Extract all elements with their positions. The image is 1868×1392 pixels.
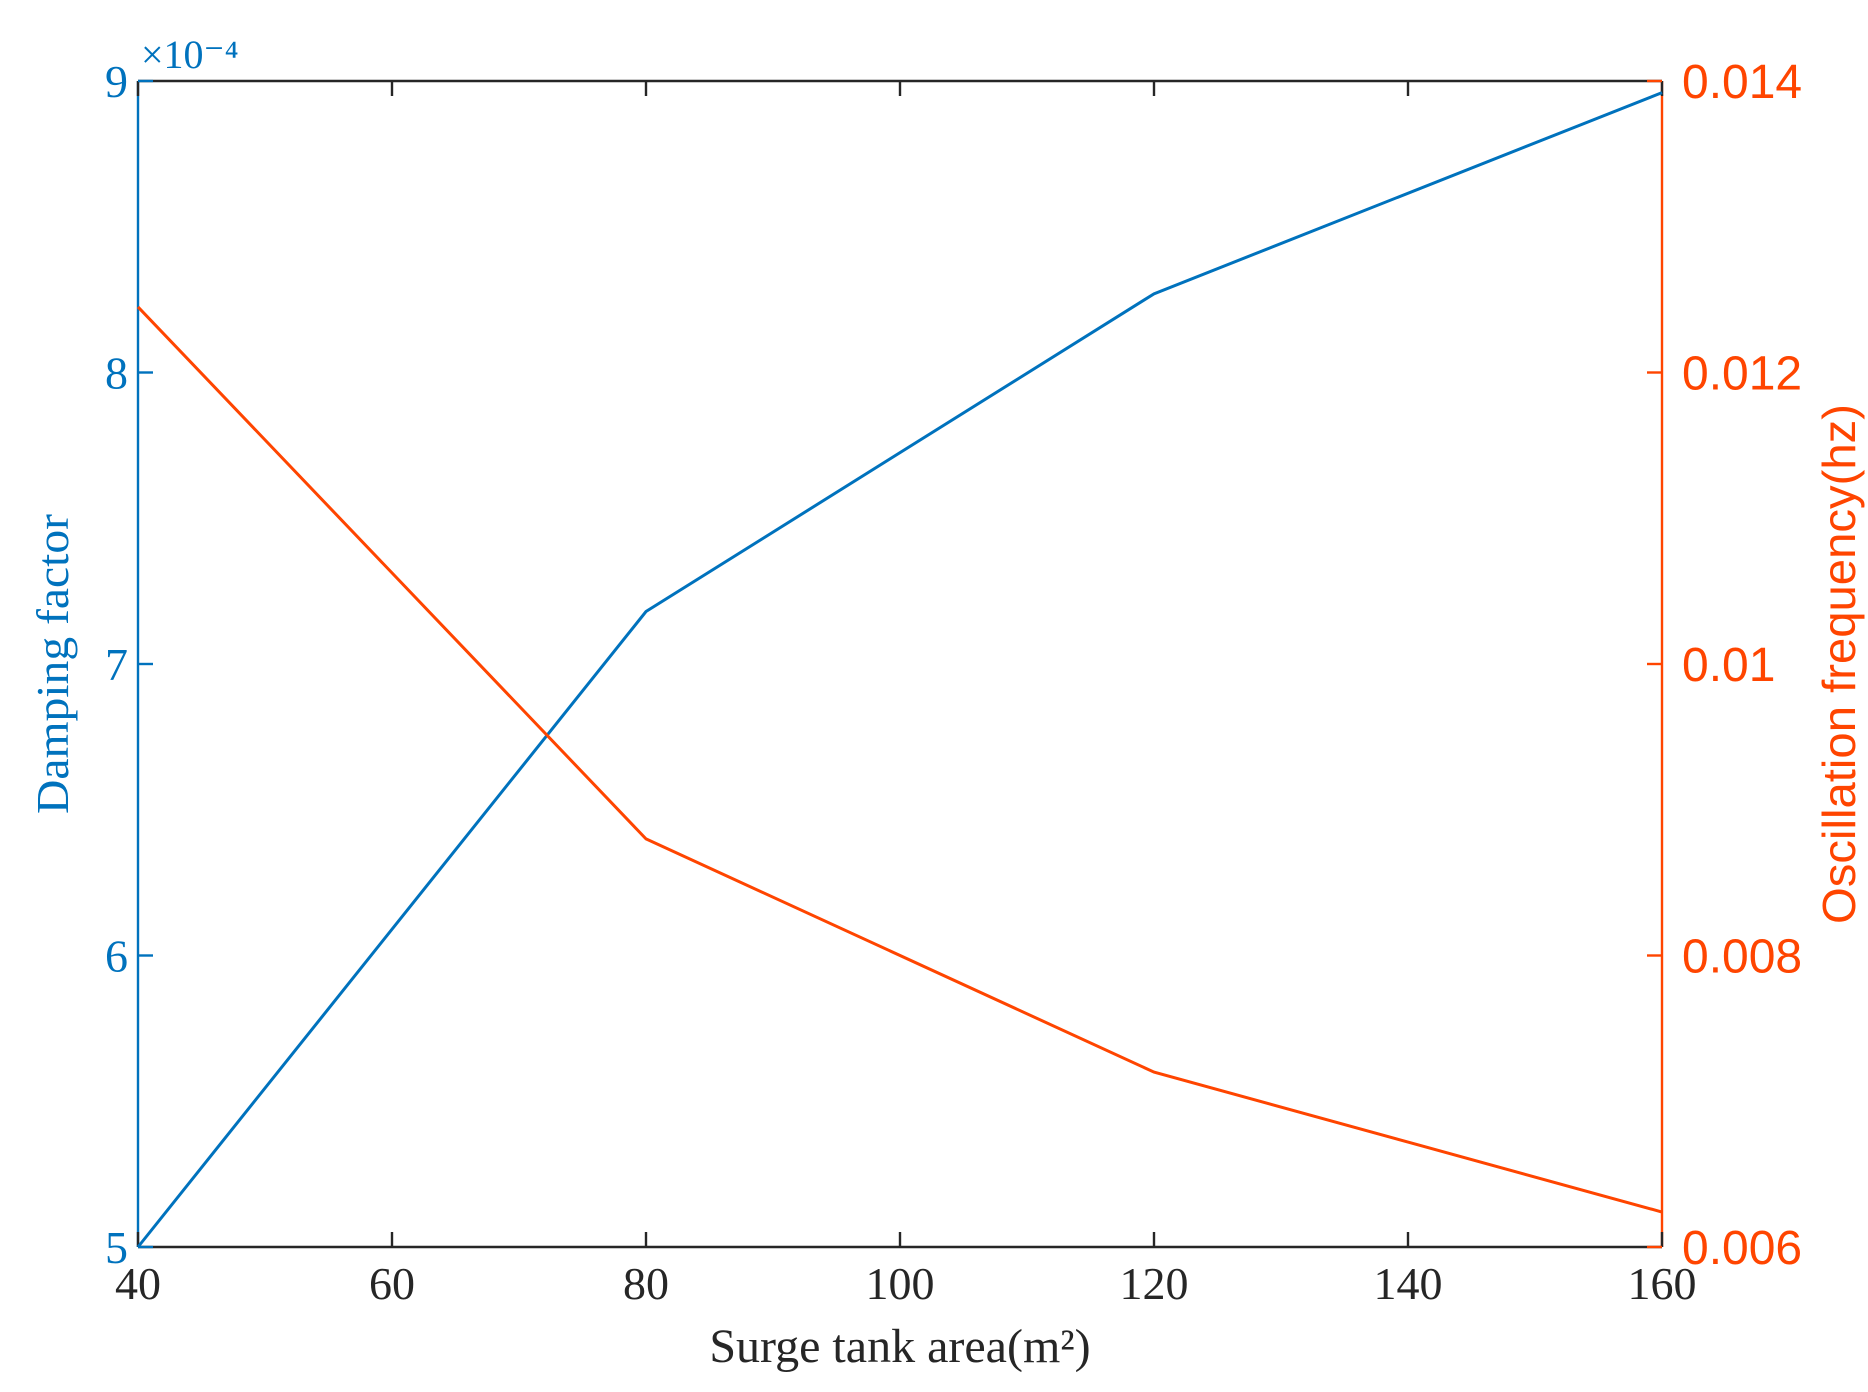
x-ticks: 40 60 80 100 120 140 160: [115, 81, 1697, 1309]
left-tick-label: 9: [105, 56, 128, 107]
left-axis-exponent-label: ×10⁻⁴: [141, 32, 239, 77]
right-tick-label: 0.006: [1682, 1222, 1802, 1275]
right-tick-label: 0.01: [1682, 639, 1775, 692]
x-tick-label: 100: [866, 1258, 935, 1309]
right-y-ticks: 0.006 0.008 0.01 0.012 0.014: [1647, 56, 1802, 1275]
right-tick-label: 0.014: [1682, 56, 1802, 109]
right-tick-label: 0.012: [1682, 348, 1802, 401]
left-tick-label: 7: [105, 639, 128, 690]
x-tick-label: 60: [369, 1258, 415, 1309]
x-tick-label: 40: [115, 1258, 161, 1309]
oscillation-frequency-line: [136, 305, 1663, 1214]
x-tick-label: 120: [1120, 1258, 1189, 1309]
x-tick-label: 160: [1628, 1258, 1697, 1309]
damping-factor-line: [136, 91, 1663, 1248]
series-layer: [136, 91, 1663, 1248]
left-tick-label: 6: [105, 931, 128, 982]
left-tick-label: 5: [105, 1222, 128, 1273]
x-tick-label: 140: [1374, 1258, 1443, 1309]
x-tick-label: 80: [623, 1258, 669, 1309]
left-y-ticks: 5 6 7 8 9: [105, 56, 153, 1273]
right-y-axis-title: Oscillation frequency(hz): [1813, 404, 1865, 924]
right-tick-label: 0.008: [1682, 931, 1802, 984]
x-axis-title: Surge tank area(m²): [709, 1320, 1090, 1373]
left-y-axis-title: Damping factor: [27, 514, 78, 814]
left-tick-label: 8: [105, 348, 128, 399]
